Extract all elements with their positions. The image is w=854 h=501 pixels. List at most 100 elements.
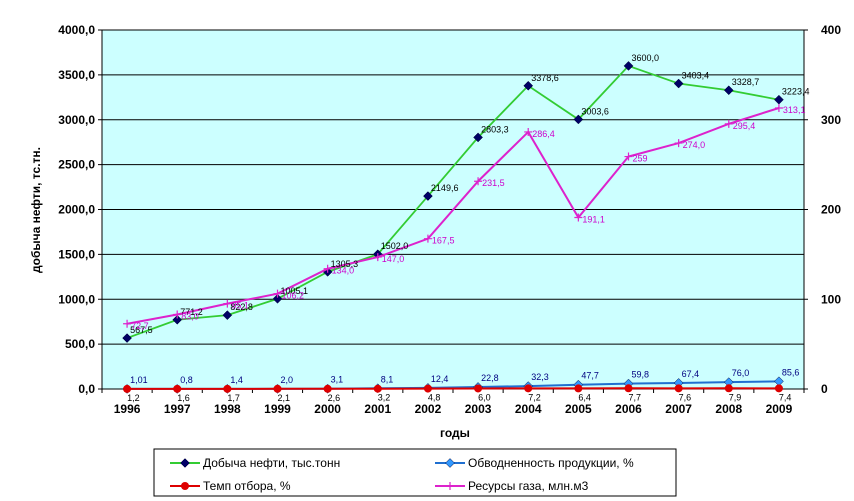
data-label: 4,8	[428, 393, 441, 403]
data-point	[423, 191, 433, 201]
data-point	[323, 384, 332, 393]
series-line	[126, 107, 780, 325]
data-label: 7,2	[528, 392, 541, 402]
data-point	[323, 264, 332, 273]
data-point	[173, 384, 182, 393]
legend-label: Добыча нефти, тыс.тонн	[203, 456, 340, 470]
data-point	[723, 85, 734, 96]
data-label: 134,0	[332, 266, 355, 276]
data-point	[446, 482, 454, 490]
data-point	[173, 310, 182, 319]
data-label: 2803,3	[481, 124, 509, 134]
data-label: 67,4	[682, 369, 700, 379]
data-point	[223, 384, 232, 393]
data-point	[445, 458, 455, 468]
data-label: 6,4	[578, 392, 591, 402]
y-tick-label: 4000,0	[58, 23, 95, 37]
data-label: 8,1	[381, 374, 394, 384]
data-label: 147,0	[382, 254, 405, 264]
x-tick-label: 2001	[364, 402, 391, 416]
data-label: 286,4	[532, 129, 555, 139]
y-axis-left: 0,0 500,0 1000,0 1500,0 2000,0 2500,0 3000,0 35…	[58, 23, 103, 396]
y-tick-label: 2500,0	[58, 158, 95, 172]
data-label: 59,8	[632, 370, 650, 380]
y2-tick-label: 200	[821, 203, 841, 217]
grid-lines	[102, 29, 804, 345]
x-tick-label: 2003	[465, 402, 492, 416]
legend-entry-1: Обводненность продукции, %	[435, 456, 634, 470]
data-point	[373, 253, 382, 262]
data-label: 1,01	[130, 375, 148, 385]
x-tick-label: 2007	[665, 402, 692, 416]
data-point	[624, 152, 633, 161]
data-label: 7,9	[729, 392, 742, 402]
data-label: 12,4	[431, 374, 449, 384]
data-point	[674, 384, 683, 393]
series-layer	[122, 61, 784, 394]
data-point	[724, 384, 733, 393]
y-axis-title: добыча нефти, тс.тн.	[29, 147, 43, 273]
x-tick-label: 2008	[715, 402, 742, 416]
data-label: 771,2	[180, 307, 203, 317]
x-tick-label: 2000	[314, 402, 341, 416]
data-label: 1005,1	[281, 286, 309, 296]
data-label: 567,5	[130, 325, 153, 335]
data-label: 3600,0	[632, 53, 660, 63]
legend-label: Обводненность продукции, %	[468, 456, 634, 470]
series-line	[126, 64, 780, 339]
data-point	[272, 293, 283, 304]
data-point	[273, 384, 282, 393]
data-point	[623, 61, 634, 71]
legend-entry-2: Темп отбора, %	[170, 479, 291, 493]
data-point	[172, 314, 183, 325]
x-tick-label: 1999	[264, 402, 291, 416]
data-point	[524, 384, 533, 393]
data-label: 72,7	[131, 321, 149, 331]
data-point	[181, 482, 189, 490]
legend-label: Ресурсы газа, млн.м3	[468, 479, 589, 493]
data-label: 1,4	[230, 375, 243, 385]
data-label: 106,2	[282, 291, 305, 301]
data-label: 47,7	[581, 371, 599, 381]
data-point	[673, 78, 684, 89]
legend-label: Темп отбора, %	[203, 479, 291, 493]
data-label: 2,6	[328, 393, 341, 403]
data-label: 2,1	[278, 393, 291, 403]
y-tick-label: 1000,0	[58, 292, 95, 306]
data-point	[474, 177, 483, 186]
x-tick-label: 2005	[565, 402, 592, 416]
y-tick-label: 0,0	[78, 382, 95, 396]
data-label: 3403,4	[682, 71, 710, 81]
data-point	[523, 80, 534, 91]
data-label: 32,3	[531, 372, 549, 382]
data-label: 1,2	[127, 393, 140, 403]
data-label: 1305,3	[331, 259, 359, 269]
legend-entry-0: Добыча нефти, тыс.тонн	[170, 456, 340, 470]
data-point	[574, 384, 583, 393]
data-point	[573, 114, 584, 125]
data-point	[624, 384, 633, 393]
data-point	[373, 384, 382, 393]
data-label: 231,5	[482, 178, 505, 188]
data-label: 259	[633, 154, 648, 164]
data-label: 313,1	[783, 105, 806, 115]
data-labels-layer: 567,5 771,2 822,8 1005,1 1305,3 1502,0 2149,6 2…	[127, 53, 809, 403]
data-point	[724, 119, 733, 128]
legend-entry-3: Ресурсы газа, млн.м3	[435, 479, 589, 493]
data-label: 7,4	[779, 392, 792, 402]
x-tick-label: 1996	[114, 402, 141, 416]
data-point	[423, 234, 432, 243]
x-tick-label: 2004	[515, 402, 542, 416]
data-label: 95,1	[231, 301, 249, 311]
data-label: 2149,6	[431, 183, 459, 193]
data-point	[273, 289, 282, 298]
data-label: 1,6	[177, 393, 190, 403]
data-point	[674, 139, 683, 148]
data-label: 274,0	[683, 140, 706, 150]
series-2	[123, 384, 783, 393]
data-label: 167,5	[432, 236, 455, 246]
y2-tick-label: 400	[821, 23, 841, 37]
x-tick-label: 2002	[415, 402, 442, 416]
data-label: 1,7	[227, 393, 240, 403]
